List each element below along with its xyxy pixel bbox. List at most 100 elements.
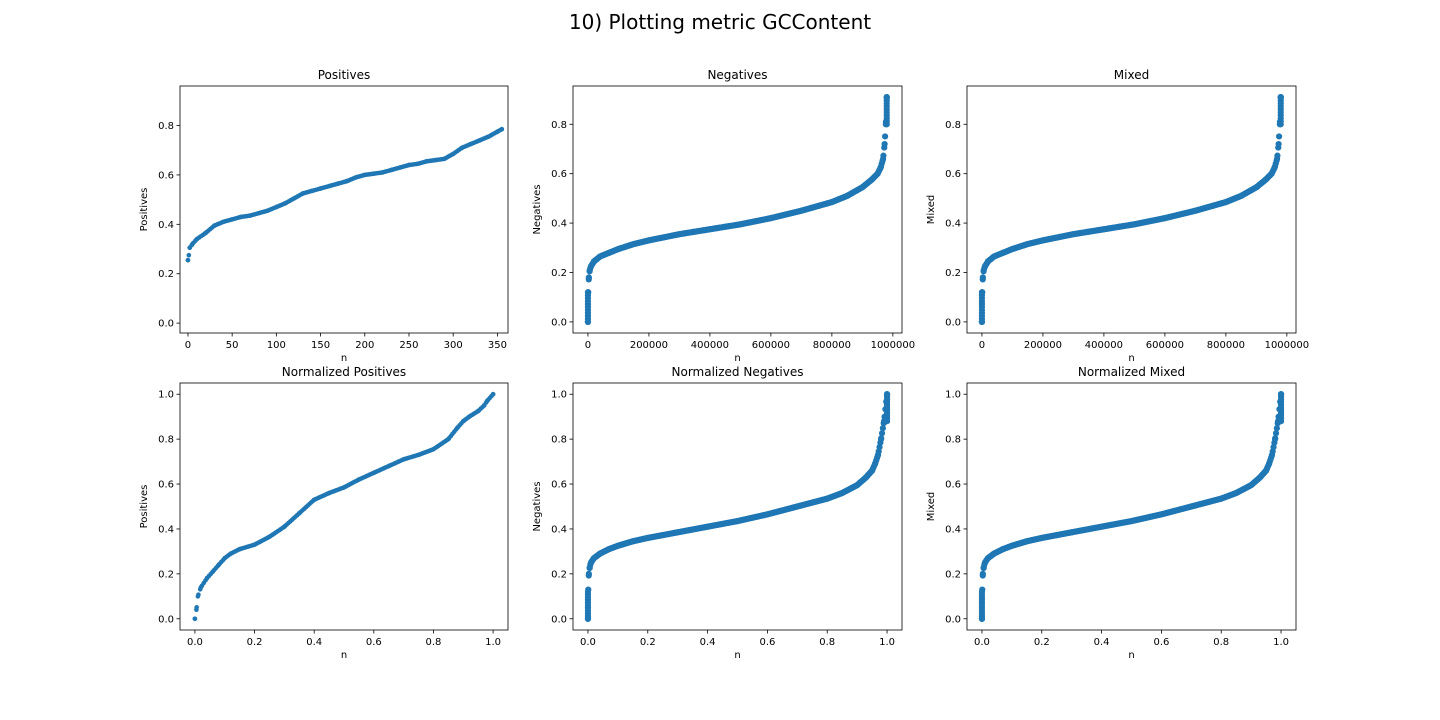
- plot-frame: [179, 85, 509, 334]
- subplot-title: Negatives: [707, 68, 767, 82]
- y-tick-label: 0.4: [945, 219, 961, 230]
- data-point: [238, 214, 244, 220]
- data-point: [353, 175, 359, 180]
- data-point: [584, 615, 592, 622]
- data-point: [590, 258, 598, 265]
- data-point: [978, 615, 986, 622]
- x-tick-label: 0: [979, 340, 985, 351]
- scatter-series: [584, 94, 890, 325]
- data-point: [1265, 460, 1273, 467]
- data-point: [1268, 170, 1275, 177]
- data-point: [282, 201, 288, 206]
- data-point: [1271, 436, 1279, 443]
- subplot-6: Normalized Mixed 0.0 0.2 0.4 0.6 0.8 1.0 0.0 0.2…: [926, 365, 1297, 661]
- y-tick-label: 0.8: [551, 120, 567, 131]
- data-point: [265, 208, 270, 214]
- data-point: [499, 126, 505, 132]
- data-point: [704, 523, 711, 530]
- x-tick-label: 0.6: [759, 637, 775, 648]
- y-tick-label: 0.6: [551, 169, 567, 180]
- y-tick-label: 0.2: [551, 268, 567, 279]
- x-tick-label: 0: [185, 340, 191, 351]
- data-point: [828, 198, 835, 206]
- x-axis-label: n: [341, 650, 347, 661]
- data-point: [335, 181, 341, 186]
- data-point: [186, 252, 192, 258]
- data-point: [585, 570, 592, 577]
- data-point: [274, 204, 279, 210]
- y-tick-label: 0.6: [551, 480, 567, 491]
- y-tick-label: 0.0: [945, 614, 961, 625]
- data-point: [397, 165, 403, 170]
- data-point: [859, 184, 866, 191]
- x-tick-label: 0.8: [426, 637, 442, 648]
- data-point: [981, 263, 989, 270]
- data-point: [1277, 391, 1285, 398]
- data-point: [614, 542, 621, 549]
- data-point: [190, 241, 195, 247]
- data-point: [824, 495, 831, 502]
- x-tick-label: 0.4: [1094, 637, 1110, 648]
- x-axis-label: n: [734, 650, 740, 661]
- x-axis-label: n: [734, 353, 740, 364]
- data-point: [481, 403, 487, 408]
- data-point: [212, 223, 217, 228]
- x-tick-label: 800000: [813, 340, 851, 351]
- data-point: [605, 546, 612, 553]
- data-point: [764, 511, 771, 518]
- x-axis-label: n: [1128, 650, 1134, 661]
- data-point: [1253, 184, 1260, 191]
- x-tick-label: 1.0: [1273, 637, 1289, 648]
- data-point: [798, 207, 805, 214]
- data-point: [216, 562, 222, 568]
- data-point: [252, 542, 257, 547]
- x-tick-label: 0.6: [366, 637, 382, 648]
- y-tick-label: 0.6: [945, 480, 961, 491]
- data-point: [979, 570, 986, 577]
- data-point: [596, 550, 604, 557]
- data-point: [1008, 542, 1015, 549]
- data-point: [431, 446, 436, 452]
- y-tick-label: 0.8: [158, 435, 174, 446]
- data-point: [883, 94, 890, 101]
- data-point: [879, 425, 886, 432]
- y-tick-label: 0.2: [158, 569, 174, 580]
- data-point: [984, 258, 992, 265]
- plot-frame: [966, 382, 1297, 631]
- y-tick-label: 0.2: [158, 269, 174, 280]
- data-point: [585, 274, 592, 281]
- data-point: [1248, 482, 1255, 489]
- data-point: [979, 586, 986, 593]
- x-tick-label: 1.0: [879, 637, 895, 648]
- data-point: [585, 289, 592, 296]
- data-point: [415, 161, 421, 167]
- scatter-series: [185, 126, 505, 263]
- x-tick-label: 600000: [1146, 340, 1184, 351]
- data-point: [1233, 489, 1240, 497]
- plot-frame: [179, 382, 509, 631]
- data-point: [475, 408, 481, 414]
- data-point: [198, 585, 204, 590]
- subplot-title: Normalized Mixed: [1078, 365, 1185, 379]
- data-point: [590, 555, 598, 562]
- data-point: [706, 226, 714, 233]
- data-point: [442, 156, 447, 162]
- data-point: [1275, 140, 1282, 148]
- data-point: [1068, 529, 1075, 536]
- data-point: [1262, 176, 1269, 183]
- y-tick-label: 0.8: [945, 435, 961, 446]
- figure-title: 10) Plotting metric GCContent: [569, 10, 871, 34]
- data-point: [194, 236, 200, 242]
- data-point: [468, 141, 474, 147]
- data-point: [222, 555, 228, 561]
- data-point: [877, 164, 884, 171]
- data-point: [881, 140, 888, 148]
- data-point: [371, 470, 377, 476]
- x-tick-label: 200000: [1024, 340, 1062, 351]
- data-point: [455, 425, 460, 431]
- data-point: [629, 538, 636, 545]
- data-point: [416, 452, 421, 458]
- data-point: [192, 616, 198, 622]
- data-point: [587, 263, 595, 270]
- y-tick-label: 0.4: [551, 219, 567, 230]
